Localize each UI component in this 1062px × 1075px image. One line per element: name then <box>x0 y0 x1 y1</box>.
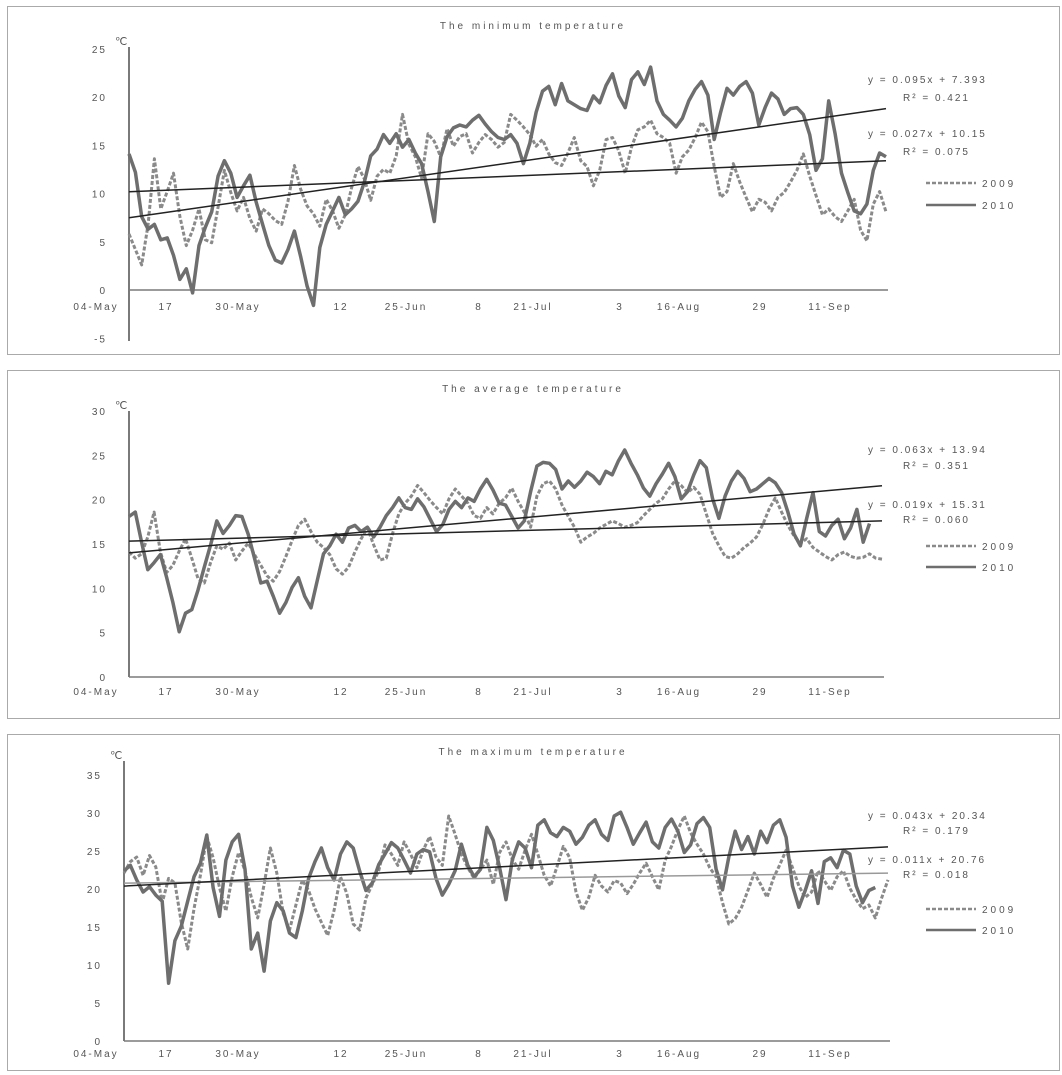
series-line-2010 <box>122 810 877 985</box>
x-tick-label: 25-Jun <box>385 302 428 313</box>
series-line-2010 <box>127 448 872 634</box>
y-tick-label: 15 <box>92 540 107 551</box>
legend-label-2010: 2010 <box>982 926 1016 937</box>
y-unit-label: ℃ <box>115 36 127 48</box>
x-tick-label: 30-May <box>215 687 260 698</box>
max-temperature-chart: The maximum temperature ℃ 35 30 25 20 15 10 5 004… <box>73 747 1016 1060</box>
y-tick-label: 5 <box>99 629 107 640</box>
chart-title: The average temperature <box>442 384 624 395</box>
y-tick-label: 5 <box>94 999 102 1010</box>
y-unit-label: ℃ <box>115 400 127 412</box>
trendline-2010 <box>128 485 883 554</box>
trendline-2009 <box>128 160 887 193</box>
x-tick-label: 3 <box>616 687 624 698</box>
y-tick-label: -5 <box>94 334 107 345</box>
max-temperature-panel: The maximum temperature ℃ 35 30 25 20 15 10 5 0 04… <box>7 734 1060 1071</box>
trendline-2009 <box>128 520 883 542</box>
x-tick-label: 25-Jun <box>385 687 428 698</box>
y-tick-label: 25 <box>87 847 102 858</box>
x-tick-label: 16-Aug <box>657 1049 701 1060</box>
legend-label-2010: 2010 <box>982 563 1016 574</box>
series-line-2009 <box>127 112 888 267</box>
legend-label-2009: 2009 <box>982 905 1016 916</box>
series-line-2009 <box>122 814 890 951</box>
x-tick-label: 04-May <box>73 687 118 698</box>
x-tick-label: 25-Jun <box>385 1049 428 1060</box>
x-tick-label: 3 <box>616 302 624 313</box>
y-tick-label: 20 <box>92 93 107 104</box>
trend-r-squared: R² = 0.179 <box>903 826 970 837</box>
legend-label-2009: 2009 <box>982 179 1016 190</box>
y-tick-label: 25 <box>92 45 107 56</box>
y-tick-label: 0 <box>99 286 107 297</box>
x-tick-label: 12 <box>333 1049 348 1060</box>
legend-label-2009: 2009 <box>982 542 1016 553</box>
y-tick-label: 30 <box>92 407 107 418</box>
average-temperature-chart: The average temperature ℃ 30 25 20 15 10 5 0 04-M… <box>73 384 1016 698</box>
y-tick-label: 10 <box>87 961 102 972</box>
x-tick-label: 16-Aug <box>657 302 701 313</box>
x-tick-label: 21-Jul <box>513 302 552 313</box>
y-tick-label: 10 <box>92 190 107 201</box>
y-tick-label: 10 <box>92 584 107 595</box>
trend-equation: y = 0.043x + 20.34 <box>868 811 987 822</box>
trend-r-squared: R² = 0.060 <box>903 515 970 526</box>
y-tick-label: 15 <box>87 923 102 934</box>
trend-r-squared: R² = 0.075 <box>903 147 970 158</box>
y-tick-label: 0 <box>94 1037 102 1048</box>
y-tick-label: 20 <box>87 885 102 896</box>
x-tick-label: 21-Jul <box>513 687 552 698</box>
x-tick-label: 29 <box>752 687 767 698</box>
x-tick-label: 11-Sep <box>808 302 852 313</box>
series-line-2010 <box>127 65 887 308</box>
trend-r-squared: R² = 0.421 <box>903 93 970 104</box>
x-tick-label: 12 <box>333 302 348 313</box>
y-tick-label: 5 <box>99 238 107 249</box>
x-tick-label: 8 <box>475 1049 483 1060</box>
x-tick-label: 29 <box>752 1049 767 1060</box>
trend-equation: y = 0.011x + 20.76 <box>868 855 986 866</box>
x-tick-label: 30-May <box>215 302 260 313</box>
trend-equation: y = 0.019x + 15.31 <box>868 500 987 511</box>
y-tick-label: 35 <box>87 771 102 782</box>
trend-equation: y = 0.095x + 7.393 <box>868 75 987 86</box>
x-tick-label: 30-May <box>215 1049 260 1060</box>
trendline-2009 <box>123 872 889 884</box>
trendline-2010 <box>123 846 889 887</box>
y-tick-label: 0 <box>99 673 107 684</box>
average-temperature-panel: The average temperature ℃ 30 25 20 15 10 5 0 04-M… <box>7 370 1060 719</box>
x-tick-label: 11-Sep <box>808 687 852 698</box>
x-tick-label: 8 <box>475 687 483 698</box>
y-tick-label: 30 <box>87 809 102 820</box>
x-tick-label: 04-May <box>73 1049 118 1060</box>
x-tick-label: 17 <box>158 302 173 313</box>
x-tick-label: 12 <box>333 687 348 698</box>
y-tick-label: 25 <box>92 451 107 462</box>
min-temperature-chart: The minimum temperature ℃ 25 20 15 10 5 0 -5 04-M… <box>73 21 1016 345</box>
min-temperature-panel: The minimum temperature ℃ 25 20 15 10 5 0 -5 04-M… <box>7 6 1060 355</box>
trend-r-squared: R² = 0.018 <box>903 870 970 881</box>
trendline-2010 <box>128 107 887 219</box>
x-tick-label: 16-Aug <box>657 687 701 698</box>
legend-label-2010: 2010 <box>982 201 1016 212</box>
chart-title: The minimum temperature <box>440 21 626 32</box>
trend-r-squared: R² = 0.351 <box>903 461 970 472</box>
x-tick-label: 11-Sep <box>808 1049 852 1060</box>
series-line-2009 <box>127 479 883 585</box>
x-tick-label: 17 <box>158 1049 173 1060</box>
y-unit-label: ℃ <box>110 750 122 762</box>
y-tick-label: 15 <box>92 141 107 152</box>
trend-equation: y = 0.063x + 13.94 <box>868 445 987 456</box>
x-tick-label: 04-May <box>73 302 118 313</box>
y-tick-label: 20 <box>92 496 107 507</box>
x-tick-label: 17 <box>158 687 173 698</box>
x-tick-label: 21-Jul <box>513 1049 552 1060</box>
chart-title: The maximum temperature <box>438 747 627 758</box>
x-tick-label: 29 <box>752 302 767 313</box>
x-tick-label: 8 <box>475 302 483 313</box>
trend-equation: y = 0.027x + 10.15 <box>868 129 987 140</box>
x-tick-label: 3 <box>616 1049 624 1060</box>
